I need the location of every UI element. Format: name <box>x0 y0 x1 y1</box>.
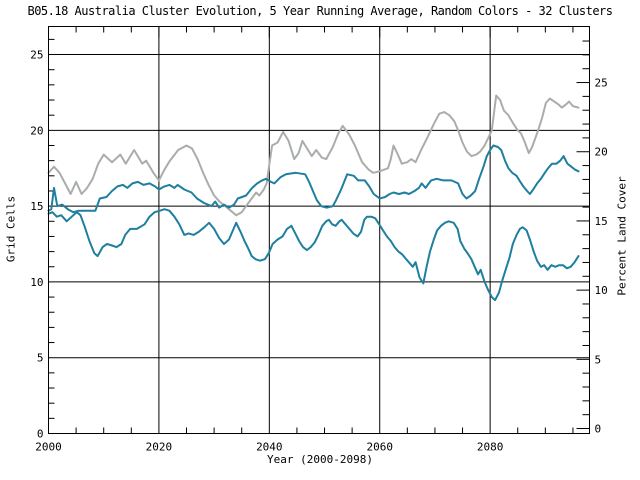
cluster-series-gray <box>47 94 580 217</box>
y-tick-label-left: 5 <box>37 352 44 365</box>
y-tick-label-left: 20 <box>30 124 43 137</box>
plot-frame <box>48 26 590 434</box>
x-tick-label: 2080 <box>477 441 504 454</box>
x-tick-label: 2040 <box>256 441 283 454</box>
y-tick-label-left: 25 <box>30 49 43 62</box>
y-tick-label-left: 10 <box>30 276 43 289</box>
cluster-series-teal-lower <box>47 208 580 302</box>
x-axis-title: Year (2000-2098) <box>267 453 373 466</box>
x-tick-label: 2060 <box>366 441 393 454</box>
y-tick-label-right: 5 <box>595 353 602 366</box>
y-tick-label-left: 0 <box>37 428 44 441</box>
y-tick-label-right: 20 <box>595 146 608 159</box>
cluster-series-teal-upper <box>47 144 580 214</box>
x-tick-label: 2000 <box>35 441 62 454</box>
y-tick-label-right: 0 <box>595 423 602 436</box>
y-tick-label-right: 10 <box>595 284 608 297</box>
y-tick-label-right: 25 <box>595 77 608 90</box>
y-tick-label-left: 15 <box>30 200 43 213</box>
y-tick-label-right: 15 <box>595 215 608 228</box>
chart-title: B05.18 Australia Cluster Evolution, 5 Ye… <box>27 4 613 18</box>
x-tick-label: 2020 <box>146 441 173 454</box>
